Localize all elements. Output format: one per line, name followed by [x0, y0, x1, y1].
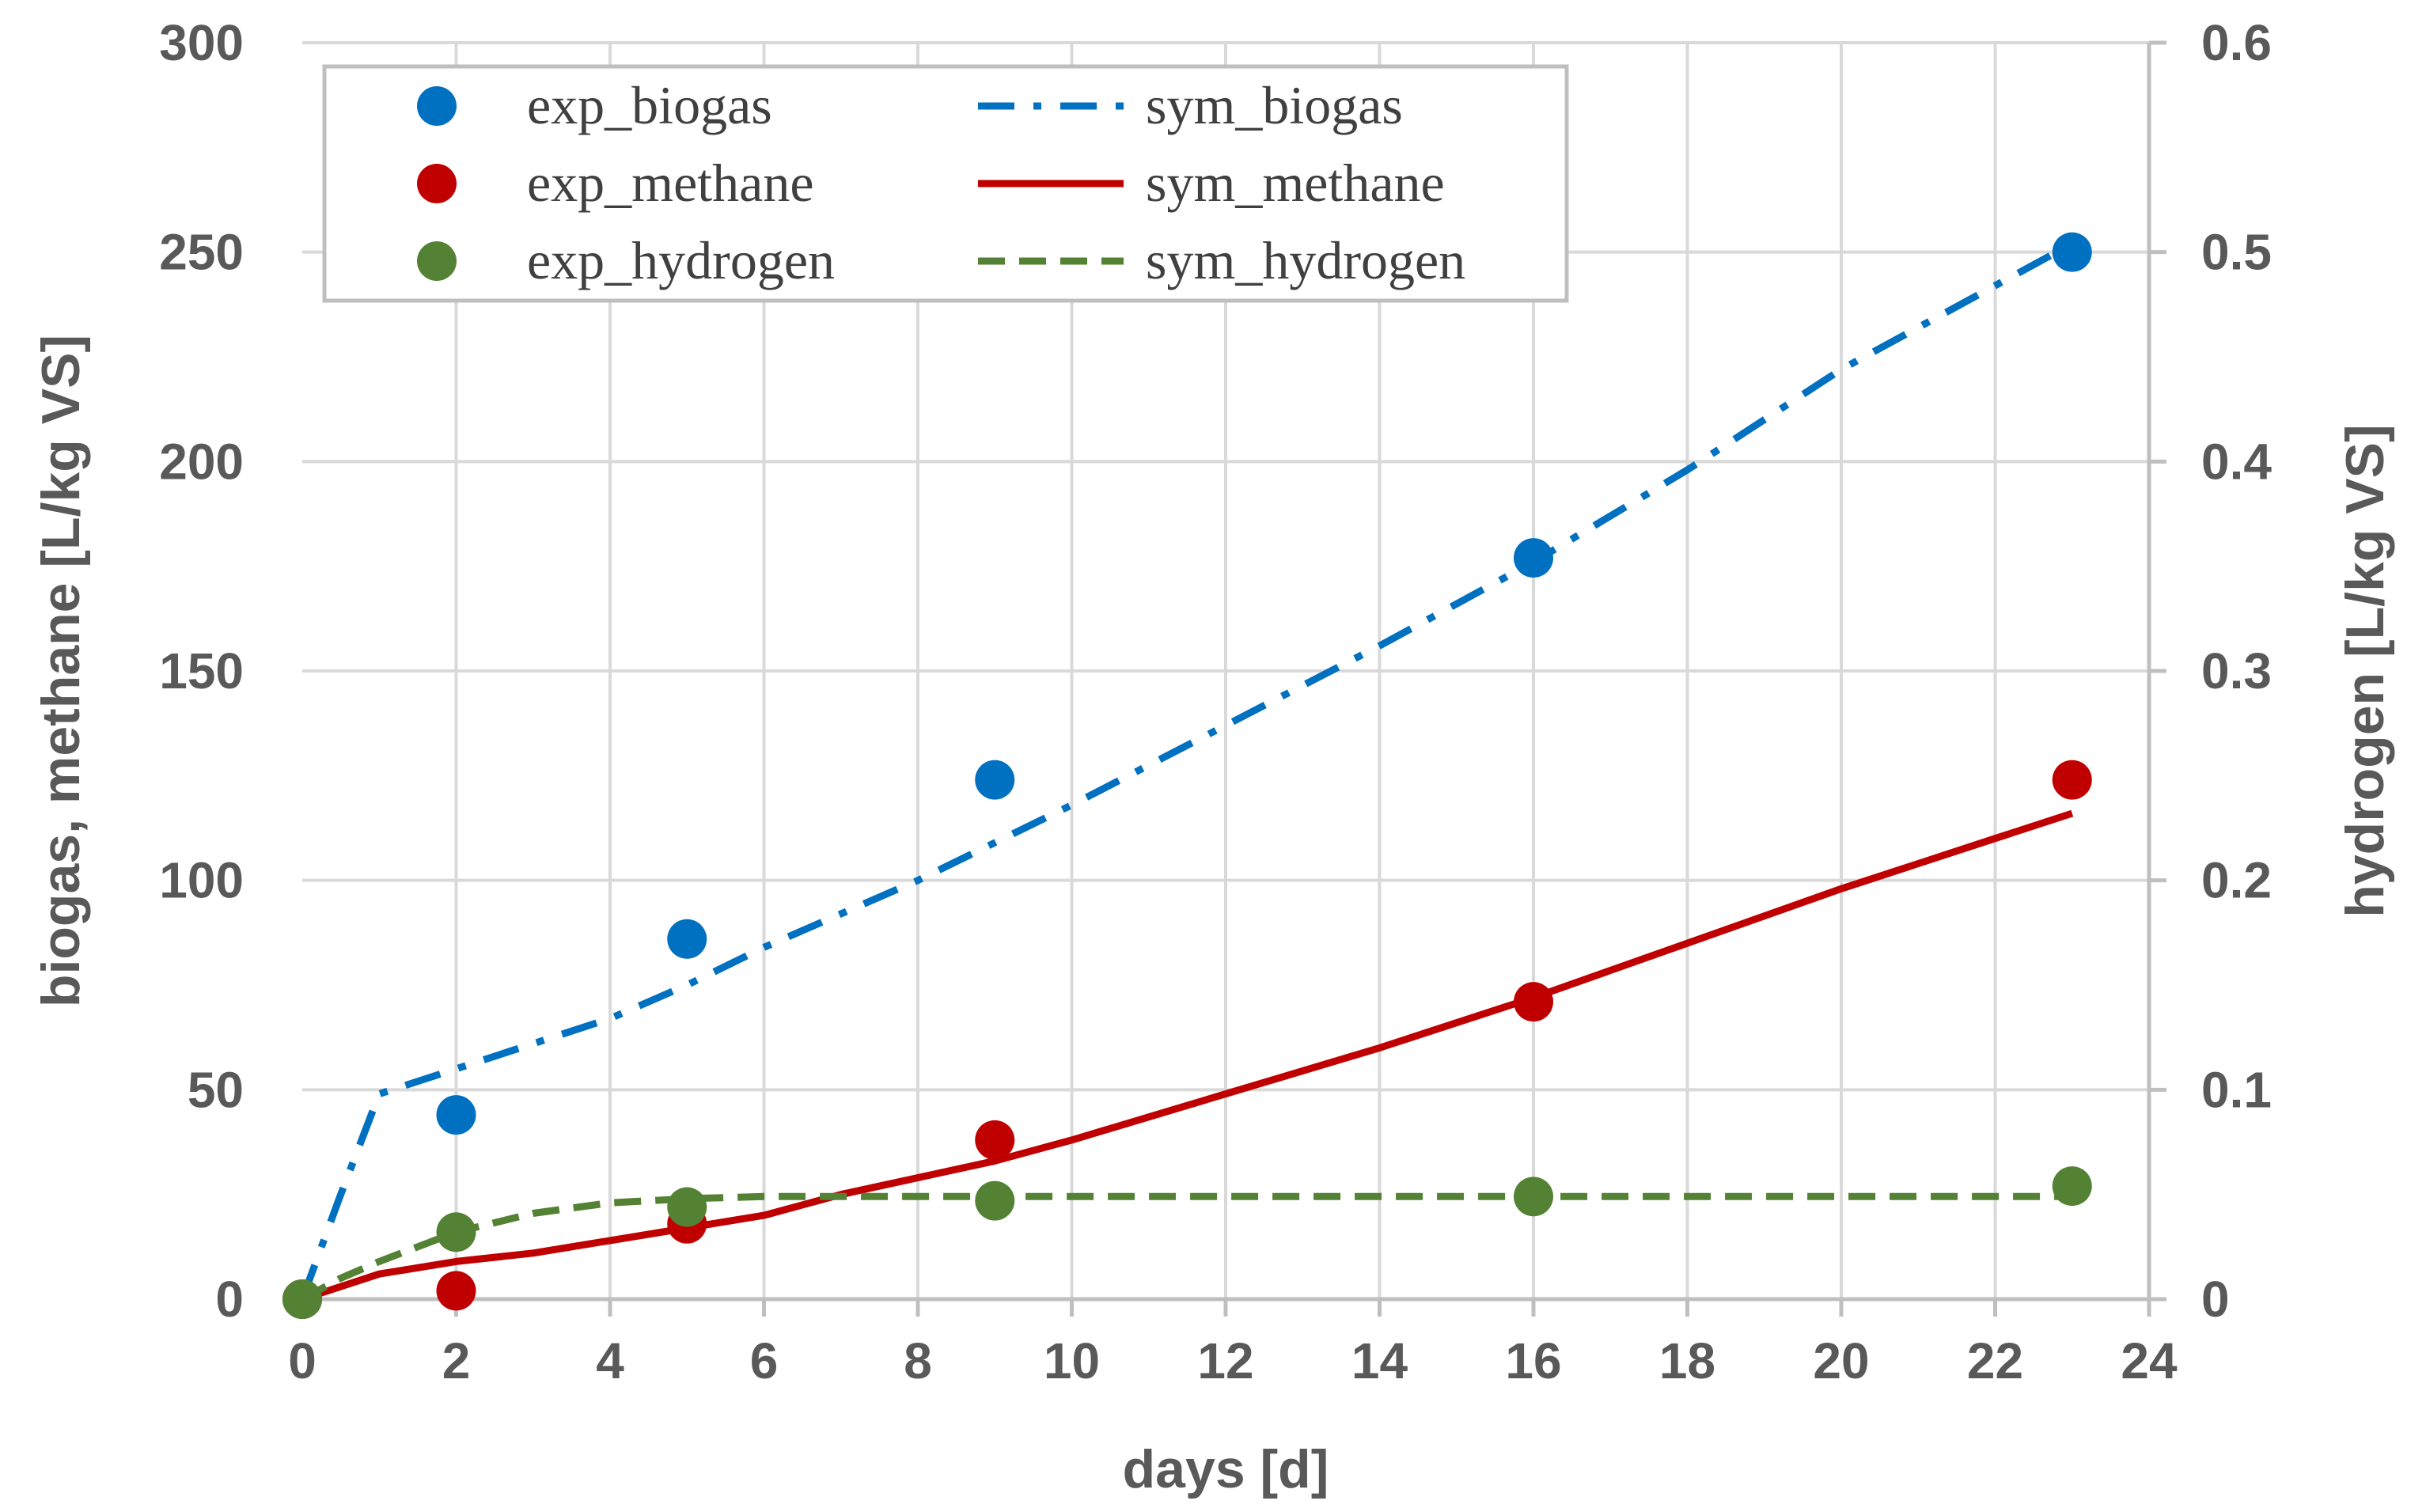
tick-labels: 0 2 4 6 8 10 12 14 16 18 20 22 240501001502002503000…	[159, 14, 2272, 1389]
legend-label: exp_hydrogen	[527, 230, 835, 290]
data-point-exp-hydrogen	[2052, 1166, 2092, 1207]
data-point-exp-biogas	[1514, 538, 1553, 578]
y-tick-label: 150	[159, 642, 244, 699]
legend-label: exp_biogas	[527, 75, 772, 135]
y2-tick-label: 0.6	[2201, 14, 2272, 71]
x-tick-label: 20	[1813, 1332, 1869, 1389]
data-point-exp-biogas	[2052, 232, 2092, 272]
legend-marker	[417, 86, 457, 126]
legend-label: sym_biogas	[1146, 75, 1403, 135]
y-axis-title: biogas, methane [L/kg VS]	[31, 335, 91, 1007]
x-tick-label: 4	[596, 1332, 624, 1389]
series-line-sym-methane	[301, 809, 2074, 1303]
x-tick-label: 18	[1659, 1332, 1715, 1389]
x-tick-label: 10	[1044, 1332, 1100, 1389]
data-point-exp-hydrogen	[1514, 1177, 1553, 1217]
y2-tick-label: 0.3	[2201, 642, 2272, 699]
data-point-exp-methane	[2052, 760, 2092, 800]
x-tick-label: 24	[2121, 1332, 2178, 1389]
series-line-sym-biogas	[298, 241, 2074, 1301]
legend-label: sym_methane	[1146, 153, 1445, 213]
data-point-exp-methane	[1514, 982, 1553, 1022]
y2-tick-label: 0.1	[2201, 1061, 2272, 1118]
y-tick-label: 300	[159, 14, 244, 71]
y-tick-label: 50	[188, 1061, 244, 1118]
x-tick-label: 6	[750, 1332, 779, 1389]
series-line-sym-hydrogen	[300, 1192, 2072, 1302]
legend-marker	[417, 164, 457, 203]
y-tick-label: 100	[159, 852, 244, 909]
x-axis-title: days [d]	[1123, 1439, 1329, 1499]
legend: exp_biogas exp_methane exp_hydrogen sym_bio…	[322, 64, 1569, 303]
legend-box	[322, 64, 1569, 303]
data-point-exp-hydrogen	[282, 1279, 322, 1319]
data-point-exp-hydrogen	[975, 1180, 1015, 1221]
y2-tick-label: 0.2	[2201, 852, 2272, 909]
y2-axis-title: hydrogen [L/kg VS]	[2335, 424, 2395, 917]
x-tick-label: 16	[1505, 1332, 1561, 1389]
data-point-exp-methane	[436, 1271, 476, 1311]
y-tick-label: 0	[215, 1271, 244, 1328]
y-tick-label: 200	[159, 433, 244, 490]
series	[282, 232, 2092, 1319]
x-tick-label: 22	[1967, 1332, 2023, 1389]
data-point-exp-biogas	[436, 1095, 476, 1135]
y2-tick-label: 0.5	[2201, 224, 2272, 281]
data-point-exp-biogas	[975, 760, 1015, 800]
legend-label: exp_methane	[527, 153, 814, 213]
legend-marker	[417, 241, 457, 281]
data-point-exp-hydrogen	[436, 1212, 476, 1252]
x-tick-label: 0	[288, 1332, 317, 1389]
data-point-exp-hydrogen	[667, 1187, 707, 1227]
x-tick-label: 14	[1351, 1332, 1408, 1389]
y2-tick-label: 0	[2201, 1271, 2230, 1328]
axes	[300, 40, 2166, 1317]
x-tick-label: 8	[904, 1332, 932, 1389]
x-tick-label: 2	[442, 1332, 471, 1389]
axis-titles: days [d] biogas, methane [L/kg VS] hydro…	[31, 335, 2395, 1499]
y-tick-label: 250	[159, 224, 244, 281]
data-point-exp-biogas	[667, 919, 707, 959]
legend-label: sym_hydrogen	[1146, 230, 1465, 290]
data-point-exp-methane	[975, 1120, 1015, 1160]
x-tick-label: 12	[1197, 1332, 1253, 1389]
y2-tick-label: 0.4	[2201, 433, 2272, 490]
